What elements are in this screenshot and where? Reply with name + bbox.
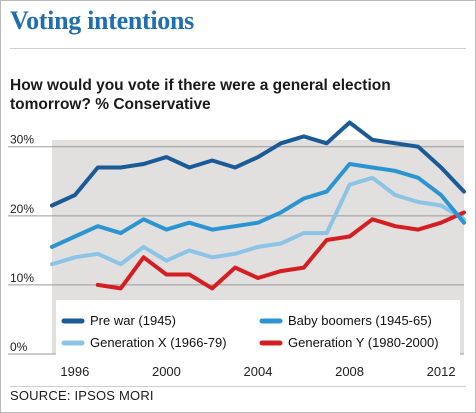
y-tick-label: 30% — [10, 133, 34, 147]
series-line — [95, 210, 466, 291]
x-tick-label: 1996 — [60, 364, 89, 379]
legend: Pre war (1945) Baby boomers (1945-65) Gene… — [61, 313, 439, 350]
x-tick-label: 2000 — [152, 364, 181, 379]
x-tick-label: 2008 — [335, 364, 364, 379]
chart-title: Voting intentions — [10, 6, 194, 35]
x-tick-label: 2004 — [244, 364, 273, 379]
legend-label: Generation X (1966-79) — [90, 335, 227, 350]
series-line — [50, 162, 466, 249]
legend-label: Generation Y (1980-2000) — [288, 335, 439, 350]
x-axis-tick-labels: 1996 2000 2004 2008 2012 — [60, 354, 456, 379]
y-tick-label: 10% — [10, 271, 34, 285]
legend-box — [56, 300, 460, 364]
x-tick-label: 2012 — [427, 364, 456, 379]
y-axis-tick-labels: 0% 10% 20% 30% — [10, 133, 34, 354]
series-line — [50, 120, 466, 208]
series-lines — [50, 120, 466, 291]
legend-label: Baby boomers (1945-65) — [288, 313, 432, 328]
y-tick-label: 20% — [10, 202, 34, 216]
title-divider — [10, 48, 466, 49]
legend-label: Pre war (1945) — [90, 313, 176, 328]
source-note: SOURCE: IPSOS MORI — [10, 388, 154, 403]
y-tick-label: 0% — [10, 340, 28, 354]
chart-subtitle: How would you vote if there were a gener… — [10, 77, 391, 113]
series-line — [50, 175, 466, 267]
source-divider — [10, 386, 466, 387]
